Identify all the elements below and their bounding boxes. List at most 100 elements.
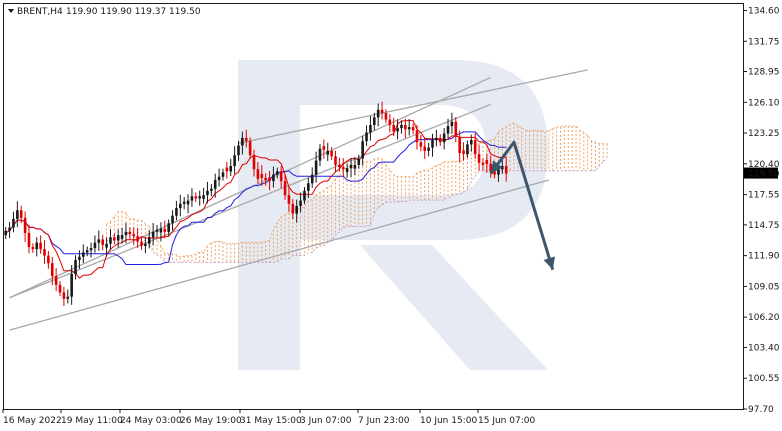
candle-body bbox=[419, 142, 423, 147]
candle-body bbox=[97, 239, 101, 243]
candle-body bbox=[167, 223, 170, 232]
candles bbox=[4, 101, 508, 307]
candle-body bbox=[345, 168, 349, 172]
candle-body bbox=[283, 181, 287, 196]
plot-frame bbox=[3, 3, 744, 410]
candle bbox=[202, 187, 205, 204]
candle-body bbox=[260, 174, 264, 178]
candle bbox=[16, 201, 19, 228]
candle bbox=[85, 246, 89, 257]
candle bbox=[43, 240, 46, 264]
x-tick-label: 3 Jun 07:00 bbox=[300, 416, 352, 426]
candle bbox=[388, 114, 392, 133]
y-tick-label: 123.25 bbox=[748, 129, 780, 139]
candle-body bbox=[295, 205, 298, 214]
candle bbox=[144, 238, 147, 254]
candle bbox=[163, 220, 167, 239]
candle-body bbox=[361, 141, 364, 159]
candle-body bbox=[70, 274, 73, 297]
candle bbox=[287, 186, 291, 212]
y-tick-label: 106.20 bbox=[748, 313, 780, 323]
candle-body bbox=[74, 259, 77, 274]
candle bbox=[307, 177, 310, 199]
candle-body bbox=[470, 140, 473, 145]
candle bbox=[186, 194, 190, 214]
candle bbox=[116, 229, 120, 248]
candle-body bbox=[4, 230, 7, 236]
candle bbox=[35, 237, 39, 257]
candle-body bbox=[314, 160, 318, 175]
candle bbox=[19, 205, 23, 224]
candle-body bbox=[307, 183, 310, 191]
candle-body bbox=[179, 203, 182, 209]
candle-body bbox=[124, 231, 128, 236]
channel-line-4 bbox=[9, 179, 550, 331]
candle-body bbox=[217, 176, 221, 181]
candle-body bbox=[415, 130, 419, 143]
candle-body bbox=[279, 171, 283, 182]
candle bbox=[78, 250, 81, 269]
candle-body bbox=[404, 124, 407, 130]
candle bbox=[365, 125, 368, 146]
candle-body bbox=[244, 137, 248, 142]
candle bbox=[291, 199, 295, 220]
candle bbox=[268, 170, 271, 191]
candle-body bbox=[489, 163, 492, 172]
senkou-span-b bbox=[106, 158, 608, 263]
candle-body bbox=[8, 227, 11, 231]
candle bbox=[380, 101, 384, 120]
kijun-sen-line bbox=[5, 131, 507, 265]
candle bbox=[442, 128, 446, 150]
candle bbox=[376, 103, 380, 127]
candle bbox=[477, 145, 481, 171]
candle-body bbox=[504, 166, 508, 174]
candle-body bbox=[299, 200, 302, 206]
candle-body bbox=[12, 218, 15, 228]
candle bbox=[458, 130, 461, 163]
candle-body bbox=[438, 137, 442, 143]
candle bbox=[345, 163, 349, 178]
y-tick-label: 111.90 bbox=[748, 252, 780, 262]
candle bbox=[314, 151, 318, 183]
candle-body bbox=[82, 252, 85, 257]
candle bbox=[470, 134, 473, 152]
candle-body bbox=[206, 190, 209, 196]
candle bbox=[159, 222, 163, 242]
candle bbox=[244, 129, 248, 148]
candle bbox=[256, 162, 260, 184]
candle-body bbox=[144, 243, 147, 246]
candle-body bbox=[136, 236, 139, 242]
candle bbox=[198, 190, 201, 206]
candle-body bbox=[330, 150, 333, 157]
symbol-menu-icon[interactable] bbox=[8, 9, 14, 13]
candle-body bbox=[493, 171, 496, 175]
candle bbox=[326, 142, 330, 162]
candle bbox=[423, 137, 427, 159]
candle-body bbox=[497, 169, 500, 175]
candle-body bbox=[264, 177, 267, 181]
candle-body bbox=[326, 150, 330, 155]
candle-body bbox=[353, 164, 357, 169]
candle bbox=[217, 168, 221, 187]
candle-body bbox=[237, 145, 240, 156]
candle bbox=[136, 228, 139, 248]
candle bbox=[39, 235, 42, 254]
y-tick-label: 97.70 bbox=[748, 405, 774, 415]
candle bbox=[171, 210, 174, 231]
candle-body bbox=[229, 166, 233, 172]
candle bbox=[435, 129, 438, 147]
candle-body bbox=[435, 137, 438, 141]
candle-body bbox=[477, 154, 481, 163]
candle-body bbox=[151, 231, 155, 238]
candle bbox=[384, 109, 388, 124]
candle-body bbox=[252, 155, 256, 170]
candle-body bbox=[190, 196, 194, 201]
candle bbox=[241, 131, 244, 155]
x-tick-label: 24 May 03:00 bbox=[120, 416, 182, 426]
candle-body bbox=[287, 195, 291, 204]
candle bbox=[179, 194, 182, 217]
candle bbox=[50, 256, 54, 286]
candle-body bbox=[384, 113, 388, 120]
